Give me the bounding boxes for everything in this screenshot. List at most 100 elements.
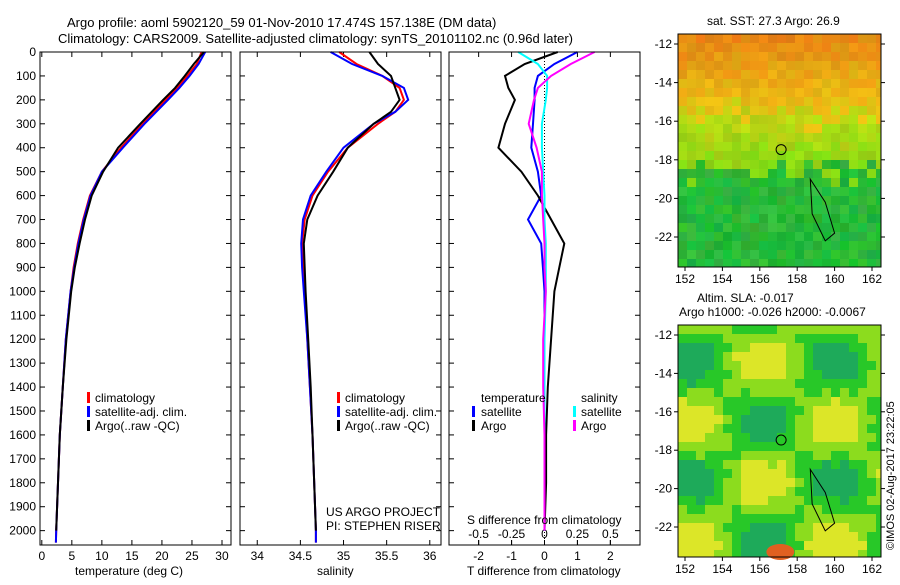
map-cell	[840, 325, 849, 334]
map-cell	[705, 124, 714, 133]
map-cell	[786, 151, 795, 160]
map-cell	[678, 460, 687, 469]
map-cell	[687, 442, 696, 451]
map-cell	[768, 61, 777, 70]
map-cell	[759, 124, 768, 133]
map-cell	[696, 142, 705, 151]
map-cell	[759, 505, 768, 514]
map-cell	[732, 196, 741, 205]
map-cell	[876, 460, 881, 469]
map-cell	[732, 169, 741, 178]
map-cell	[714, 178, 723, 187]
map-cell	[804, 124, 813, 133]
map-cell	[714, 151, 723, 160]
map-cell	[831, 115, 840, 124]
map-cell	[786, 514, 795, 523]
map-cell	[723, 406, 732, 415]
map-cell	[678, 61, 687, 70]
map-cell	[777, 43, 786, 52]
map-cell	[804, 451, 813, 460]
map-cell	[732, 532, 741, 541]
lat-tick-label: -14	[655, 366, 673, 380]
map-cell	[786, 115, 795, 124]
map-cell	[867, 397, 876, 406]
map-cell	[840, 142, 849, 151]
map-cell	[849, 532, 858, 541]
map-cell	[741, 496, 750, 505]
map-cell	[777, 469, 786, 478]
map-cell	[876, 514, 881, 523]
map-cell	[759, 451, 768, 460]
map-cell	[876, 97, 881, 106]
map-cell	[696, 424, 705, 433]
map-cell	[804, 352, 813, 361]
map-cell	[858, 232, 867, 241]
map-cell	[858, 169, 867, 178]
map-cell	[840, 370, 849, 379]
map-cell	[813, 259, 822, 267]
map-cell	[696, 232, 705, 241]
map-cell	[741, 442, 750, 451]
sdiff-xlabel: S difference from climatology	[467, 513, 622, 527]
map-cell	[831, 370, 840, 379]
map-cell	[813, 379, 822, 388]
map-cell	[786, 61, 795, 70]
map-cell	[696, 151, 705, 160]
map-cell	[858, 43, 867, 52]
map-cell	[768, 106, 777, 115]
map-cell	[768, 388, 777, 397]
map-cell	[795, 505, 804, 514]
map-cell	[795, 487, 804, 496]
map-cell	[804, 424, 813, 433]
map-cell	[768, 478, 777, 487]
map-cell	[822, 178, 831, 187]
y-tick-label: 0	[29, 45, 36, 59]
map-cell	[759, 196, 768, 205]
map-cell	[840, 196, 849, 205]
map-cell	[831, 106, 840, 115]
map-cell	[822, 343, 831, 352]
map-cell	[759, 397, 768, 406]
map-cell	[876, 370, 881, 379]
map-cell	[777, 334, 786, 343]
map-cell	[768, 334, 777, 343]
map-cell	[687, 460, 696, 469]
map-cell	[876, 34, 881, 43]
map-cell	[804, 178, 813, 187]
map-cell	[795, 97, 804, 106]
lon-tick-label: 154	[712, 272, 732, 286]
map-cell	[804, 142, 813, 151]
map-cell	[678, 88, 687, 97]
map-cell	[822, 415, 831, 424]
map-cell	[831, 61, 840, 70]
map-cell	[678, 232, 687, 241]
map-cell	[831, 514, 840, 523]
series-line-salinity-satellite	[517, 51, 549, 531]
map-cell	[732, 133, 741, 142]
map-cell	[741, 106, 750, 115]
map-cell	[777, 151, 786, 160]
map-cell	[804, 379, 813, 388]
map-cell	[723, 52, 732, 61]
map-cell	[831, 79, 840, 88]
argo-position-marker	[775, 144, 787, 156]
map-cell	[714, 334, 723, 343]
map-cell	[777, 478, 786, 487]
title-line1: Argo profile: aoml 5902120_59 01-Nov-201…	[67, 15, 496, 30]
map-cell	[867, 379, 876, 388]
map-cell	[813, 205, 822, 214]
map-cell	[867, 442, 876, 451]
map-cell	[849, 178, 858, 187]
map-cell	[696, 451, 705, 460]
map-cell	[876, 250, 881, 259]
map-cell	[858, 79, 867, 88]
map-cell	[678, 124, 687, 133]
y-tick-label: 900	[16, 260, 36, 274]
map-cell	[813, 160, 822, 169]
map-cell	[687, 241, 696, 250]
map-cell	[849, 214, 858, 223]
map-cell	[867, 424, 876, 433]
map-cell	[822, 61, 831, 70]
map-cell	[723, 133, 732, 142]
map-cell	[804, 406, 813, 415]
